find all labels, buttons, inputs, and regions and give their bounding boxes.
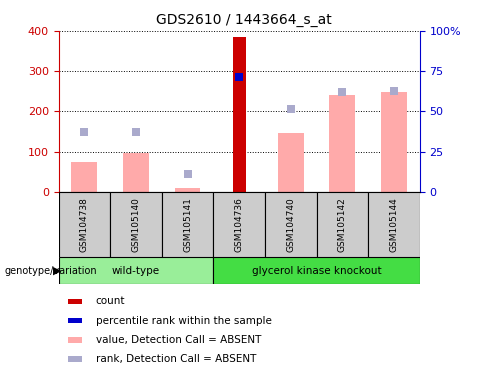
Point <box>287 106 295 112</box>
Text: GSM105140: GSM105140 <box>131 197 141 252</box>
Text: ▶: ▶ <box>53 266 61 276</box>
Bar <box>213 192 265 257</box>
Point <box>81 128 88 135</box>
Bar <box>162 192 213 257</box>
Bar <box>233 37 245 192</box>
Text: GSM105144: GSM105144 <box>389 197 398 252</box>
Text: genotype/variation: genotype/variation <box>5 266 98 276</box>
Text: GSM104740: GSM104740 <box>286 197 295 252</box>
Bar <box>368 192 420 257</box>
Text: glycerol kinase knockout: glycerol kinase knockout <box>252 266 381 276</box>
Point <box>235 74 243 80</box>
Bar <box>381 92 407 192</box>
Text: GSM105141: GSM105141 <box>183 197 192 252</box>
Bar <box>329 95 355 192</box>
Text: GDS2610 / 1443664_s_at: GDS2610 / 1443664_s_at <box>156 13 332 27</box>
Bar <box>110 192 162 257</box>
Bar <box>175 188 201 192</box>
Point <box>132 128 140 135</box>
Bar <box>317 192 368 257</box>
Text: GSM104738: GSM104738 <box>80 197 89 252</box>
Point <box>390 88 398 94</box>
Point <box>183 171 191 177</box>
Text: rank, Detection Call = ABSENT: rank, Detection Call = ABSENT <box>96 354 256 364</box>
Text: GSM105142: GSM105142 <box>338 197 347 252</box>
Text: wild-type: wild-type <box>112 266 160 276</box>
Bar <box>68 337 82 343</box>
Bar <box>68 356 82 362</box>
Bar <box>68 318 82 323</box>
Bar <box>213 257 420 284</box>
Text: count: count <box>96 296 125 306</box>
Bar <box>123 153 149 192</box>
Bar <box>59 192 110 257</box>
Bar <box>59 257 213 284</box>
Bar <box>278 133 304 192</box>
Text: GSM104736: GSM104736 <box>235 197 244 252</box>
Bar <box>265 192 317 257</box>
Bar <box>68 299 82 304</box>
Text: percentile rank within the sample: percentile rank within the sample <box>96 316 271 326</box>
Text: value, Detection Call = ABSENT: value, Detection Call = ABSENT <box>96 335 261 345</box>
Point <box>338 89 346 96</box>
Bar <box>71 162 97 192</box>
